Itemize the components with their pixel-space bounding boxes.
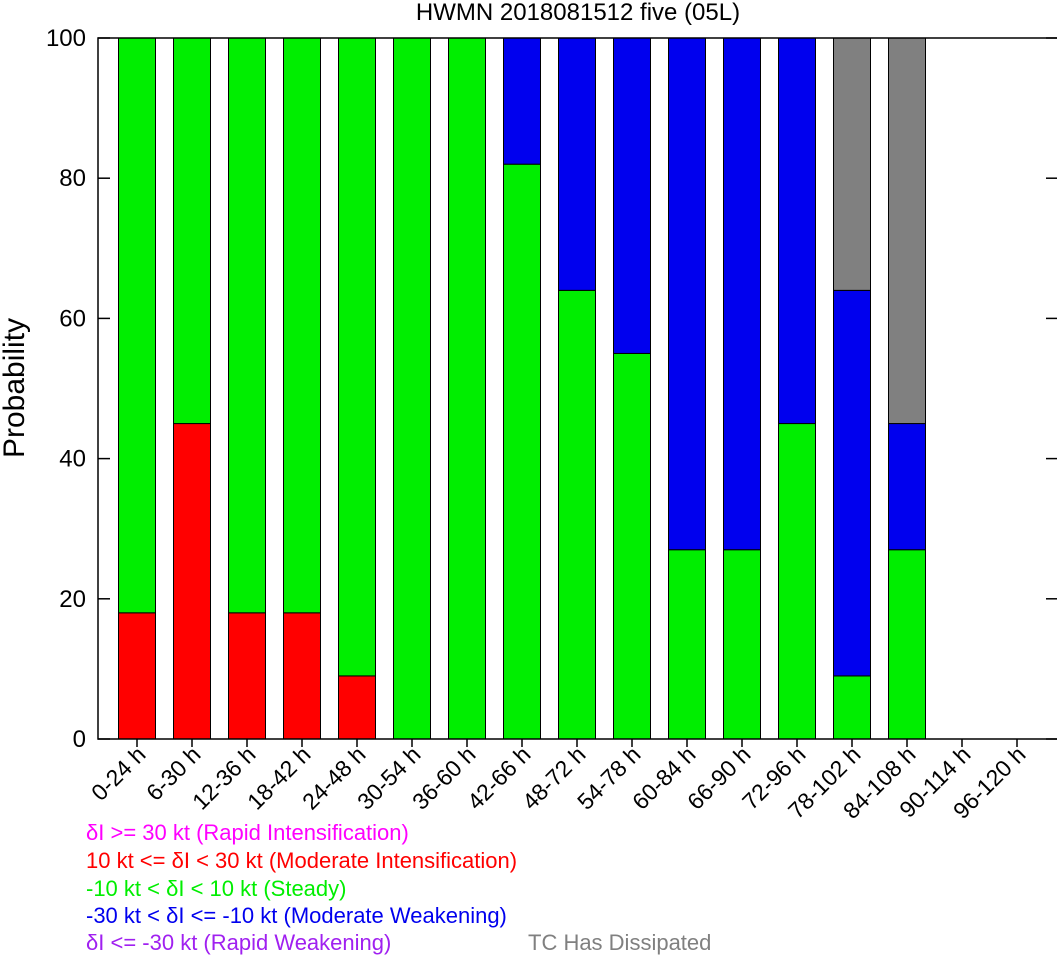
bar-segment [833, 675, 871, 740]
bar-segment [118, 612, 156, 740]
legend-rapid-intensification: δI >= 30 kt (Rapid Intensification) [86, 820, 409, 845]
y-tick-label: 20 [59, 586, 86, 613]
legend-tc-dissipated: TC Has Dissipated [528, 930, 712, 955]
y-tick-label: 60 [59, 305, 86, 332]
legend-rapid-weakening: δI <= -30 kt (Rapid Weakening) [86, 930, 392, 955]
legend-steady: -10 kt < δI < 10 kt (Steady) [86, 876, 347, 901]
bar-segment [668, 37, 706, 551]
legend-moderate-intensification: 10 kt <= δI < 30 kt (Moderate Intensific… [86, 848, 518, 873]
bar-segment [558, 289, 596, 740]
y-axis-label: Probability [0, 318, 31, 458]
legend-moderate-weakening: -30 kt < δI <= -10 kt (Moderate Weakenin… [86, 903, 507, 928]
bar-segment [668, 549, 706, 740]
y-tick-label: 40 [59, 446, 86, 473]
plot-frame [97, 37, 1057, 740]
y-tick-label: 100 [46, 25, 86, 52]
bar-segment [393, 37, 431, 740]
chart-title: HWMN 2018081512 five (05L) [416, 0, 740, 26]
bar-segment [888, 37, 926, 425]
y-tick-label: 0 [73, 726, 86, 753]
bar-segment [503, 37, 541, 165]
bar-segment [888, 423, 926, 551]
bar-segment [723, 37, 761, 551]
bar-segment [448, 37, 486, 740]
bar-segment [173, 423, 211, 740]
bars-group [118, 37, 1036, 740]
bar-segment [503, 163, 541, 740]
x-axis-ticks: 0-24 h6-30 h12-36 h18-42 h24-48 h30-54 h… [86, 739, 1031, 824]
bar-segment [228, 37, 266, 614]
bar-segment [833, 37, 871, 291]
bar-segment [283, 612, 321, 740]
bar-segment [778, 37, 816, 425]
bar-segment [723, 549, 761, 740]
bar-segment [888, 549, 926, 740]
bar-segment [338, 37, 376, 677]
bar-segment [338, 675, 376, 740]
bar-segment [558, 37, 596, 291]
bar-segment [283, 37, 321, 614]
bar-segment [613, 352, 651, 740]
y-axis-ticks: 0 20 40 60 80 100 [46, 25, 1057, 753]
bar-segment [173, 37, 211, 425]
bar-segment [833, 289, 871, 677]
x-tick-label: 0-24 h [86, 741, 151, 806]
bar-segment [228, 612, 266, 740]
y-tick-label: 80 [59, 165, 86, 192]
bar-segment [613, 37, 651, 354]
bar-segment [118, 37, 156, 614]
bar-segment [778, 423, 816, 740]
